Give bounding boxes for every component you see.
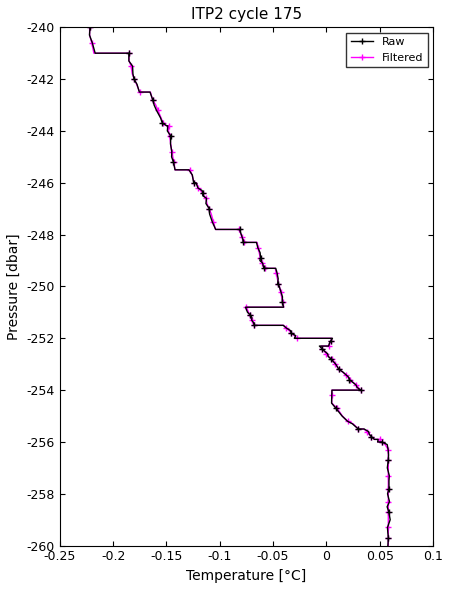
Legend: Raw, Filtered: Raw, Filtered [346, 33, 428, 67]
X-axis label: Temperature [°C]: Temperature [°C] [186, 569, 306, 583]
Y-axis label: Pressure [dbar]: Pressure [dbar] [7, 233, 21, 340]
Title: ITP2 cycle 175: ITP2 cycle 175 [191, 7, 302, 22]
